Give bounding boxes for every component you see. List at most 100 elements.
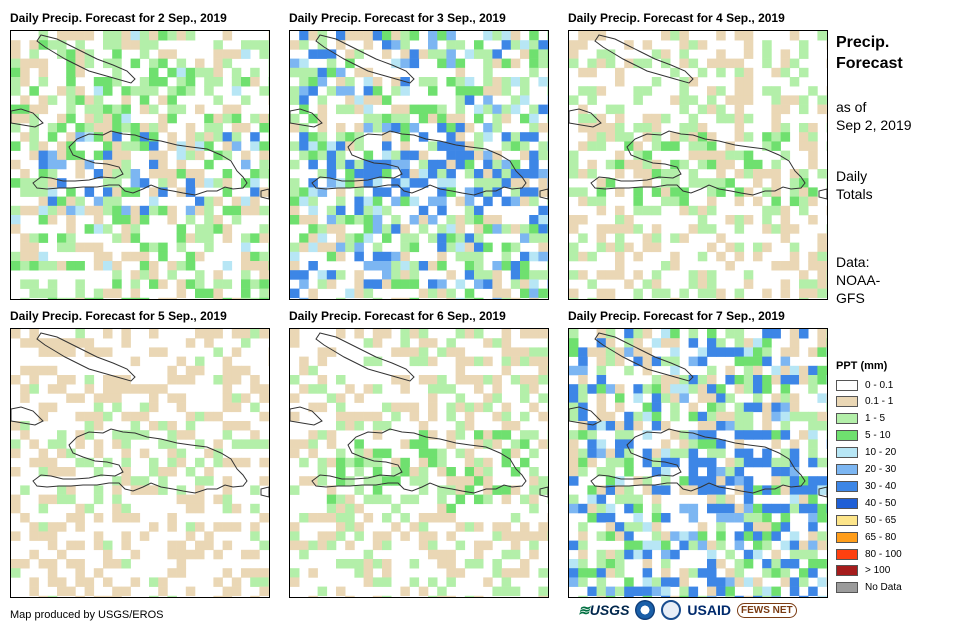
legend-label: 0 - 0.1 [865, 379, 894, 391]
precip-cell [326, 513, 337, 523]
precip-cell [75, 150, 85, 161]
precip-cell [176, 77, 187, 87]
forecast-map-day3[interactable] [568, 30, 828, 300]
precip-cell [391, 104, 401, 115]
precip-cell [446, 595, 456, 597]
precip-cell [529, 270, 539, 280]
precip-cell [66, 141, 76, 151]
precip-cell [259, 270, 269, 280]
precip-cell [501, 329, 512, 339]
precip-cell [707, 393, 717, 403]
precip-cell [510, 178, 521, 188]
precip-cell [418, 261, 429, 271]
precip-cell [817, 503, 827, 514]
precip-cell [354, 104, 364, 115]
precip-cell [66, 196, 76, 207]
precip-cell [464, 375, 475, 385]
forecast-map-day1[interactable] [10, 30, 270, 300]
precip-cell [38, 467, 49, 477]
precip-cell [697, 159, 708, 170]
precip-cell [642, 540, 653, 551]
precip-cell [259, 586, 269, 597]
precip-cell [158, 467, 168, 477]
precip-cell [112, 494, 122, 505]
precip-cell [716, 586, 726, 597]
precip-cell [382, 568, 392, 578]
precip-cell [808, 365, 818, 376]
precip-cell [624, 457, 634, 468]
precip-cell [520, 288, 530, 299]
precip-cell [130, 233, 141, 243]
precip-cell [317, 467, 328, 477]
precip-cell [587, 58, 597, 69]
precip-cell [780, 58, 791, 69]
precip-cell [596, 141, 607, 151]
precip-cell [799, 411, 809, 422]
precip-cell [474, 86, 484, 96]
precip-cell [167, 31, 177, 41]
precip-cell [651, 577, 662, 587]
precip-cell [158, 178, 168, 188]
precip-cell [707, 549, 717, 560]
precip-cell [167, 448, 177, 459]
precip-cell [103, 113, 113, 124]
precip-cell [615, 347, 625, 357]
forecast-map-day5[interactable] [289, 328, 549, 598]
forecast-map-day2[interactable] [289, 30, 549, 300]
precip-cell [11, 448, 21, 459]
precip-cell [455, 159, 466, 170]
precip-cell [222, 178, 233, 188]
precip-cell [418, 150, 429, 161]
precip-cell [84, 205, 95, 216]
precip-cell [20, 430, 30, 440]
precip-cell [437, 178, 447, 188]
precip-cell [688, 568, 699, 578]
precip-cell [569, 297, 579, 299]
precip-cell [400, 224, 410, 234]
precip-cell [569, 476, 579, 486]
precip-cell [817, 169, 827, 179]
forecast-map-day6[interactable] [568, 328, 828, 598]
precip-cell [464, 270, 475, 280]
precip-cell [11, 77, 21, 87]
precip-cell [93, 104, 104, 115]
precip-cell [139, 205, 150, 216]
precip-cell [605, 58, 616, 69]
precip-cell [11, 251, 21, 262]
precip-cell [510, 448, 521, 459]
as-of-label: as of [836, 99, 867, 115]
precip-cell [734, 95, 745, 105]
precip-cell [697, 356, 708, 367]
precip-cell [483, 169, 493, 179]
precip-cell [817, 531, 827, 541]
precip-cell [290, 58, 300, 69]
precip-cell [290, 439, 300, 449]
precip-cell [569, 540, 579, 551]
precip-cell [633, 169, 643, 179]
precip-cell [47, 205, 58, 216]
precip-cell [354, 233, 364, 243]
precip-cell [446, 467, 456, 477]
precip-cell [596, 595, 607, 597]
precip-cell [195, 104, 205, 115]
precip-cell [391, 196, 401, 207]
precip-cell [799, 365, 809, 376]
precip-cell [464, 467, 475, 477]
precip-cell [799, 375, 809, 385]
precip-cell [112, 150, 122, 161]
precip-cell [213, 439, 223, 449]
precip-cell [464, 522, 475, 532]
precip-cell [437, 113, 447, 124]
precip-cell [149, 132, 159, 142]
precip-cell [716, 439, 726, 449]
precip-cell [400, 347, 410, 357]
precip-cell [204, 467, 214, 477]
precip-cell [725, 411, 735, 422]
precip-cell [317, 233, 328, 243]
precip-cell [762, 49, 772, 59]
precip-cell [688, 457, 699, 468]
precip-cell [354, 205, 364, 216]
forecast-map-day4[interactable] [10, 328, 270, 598]
precip-cell [290, 540, 300, 551]
precip-cell [75, 577, 85, 587]
